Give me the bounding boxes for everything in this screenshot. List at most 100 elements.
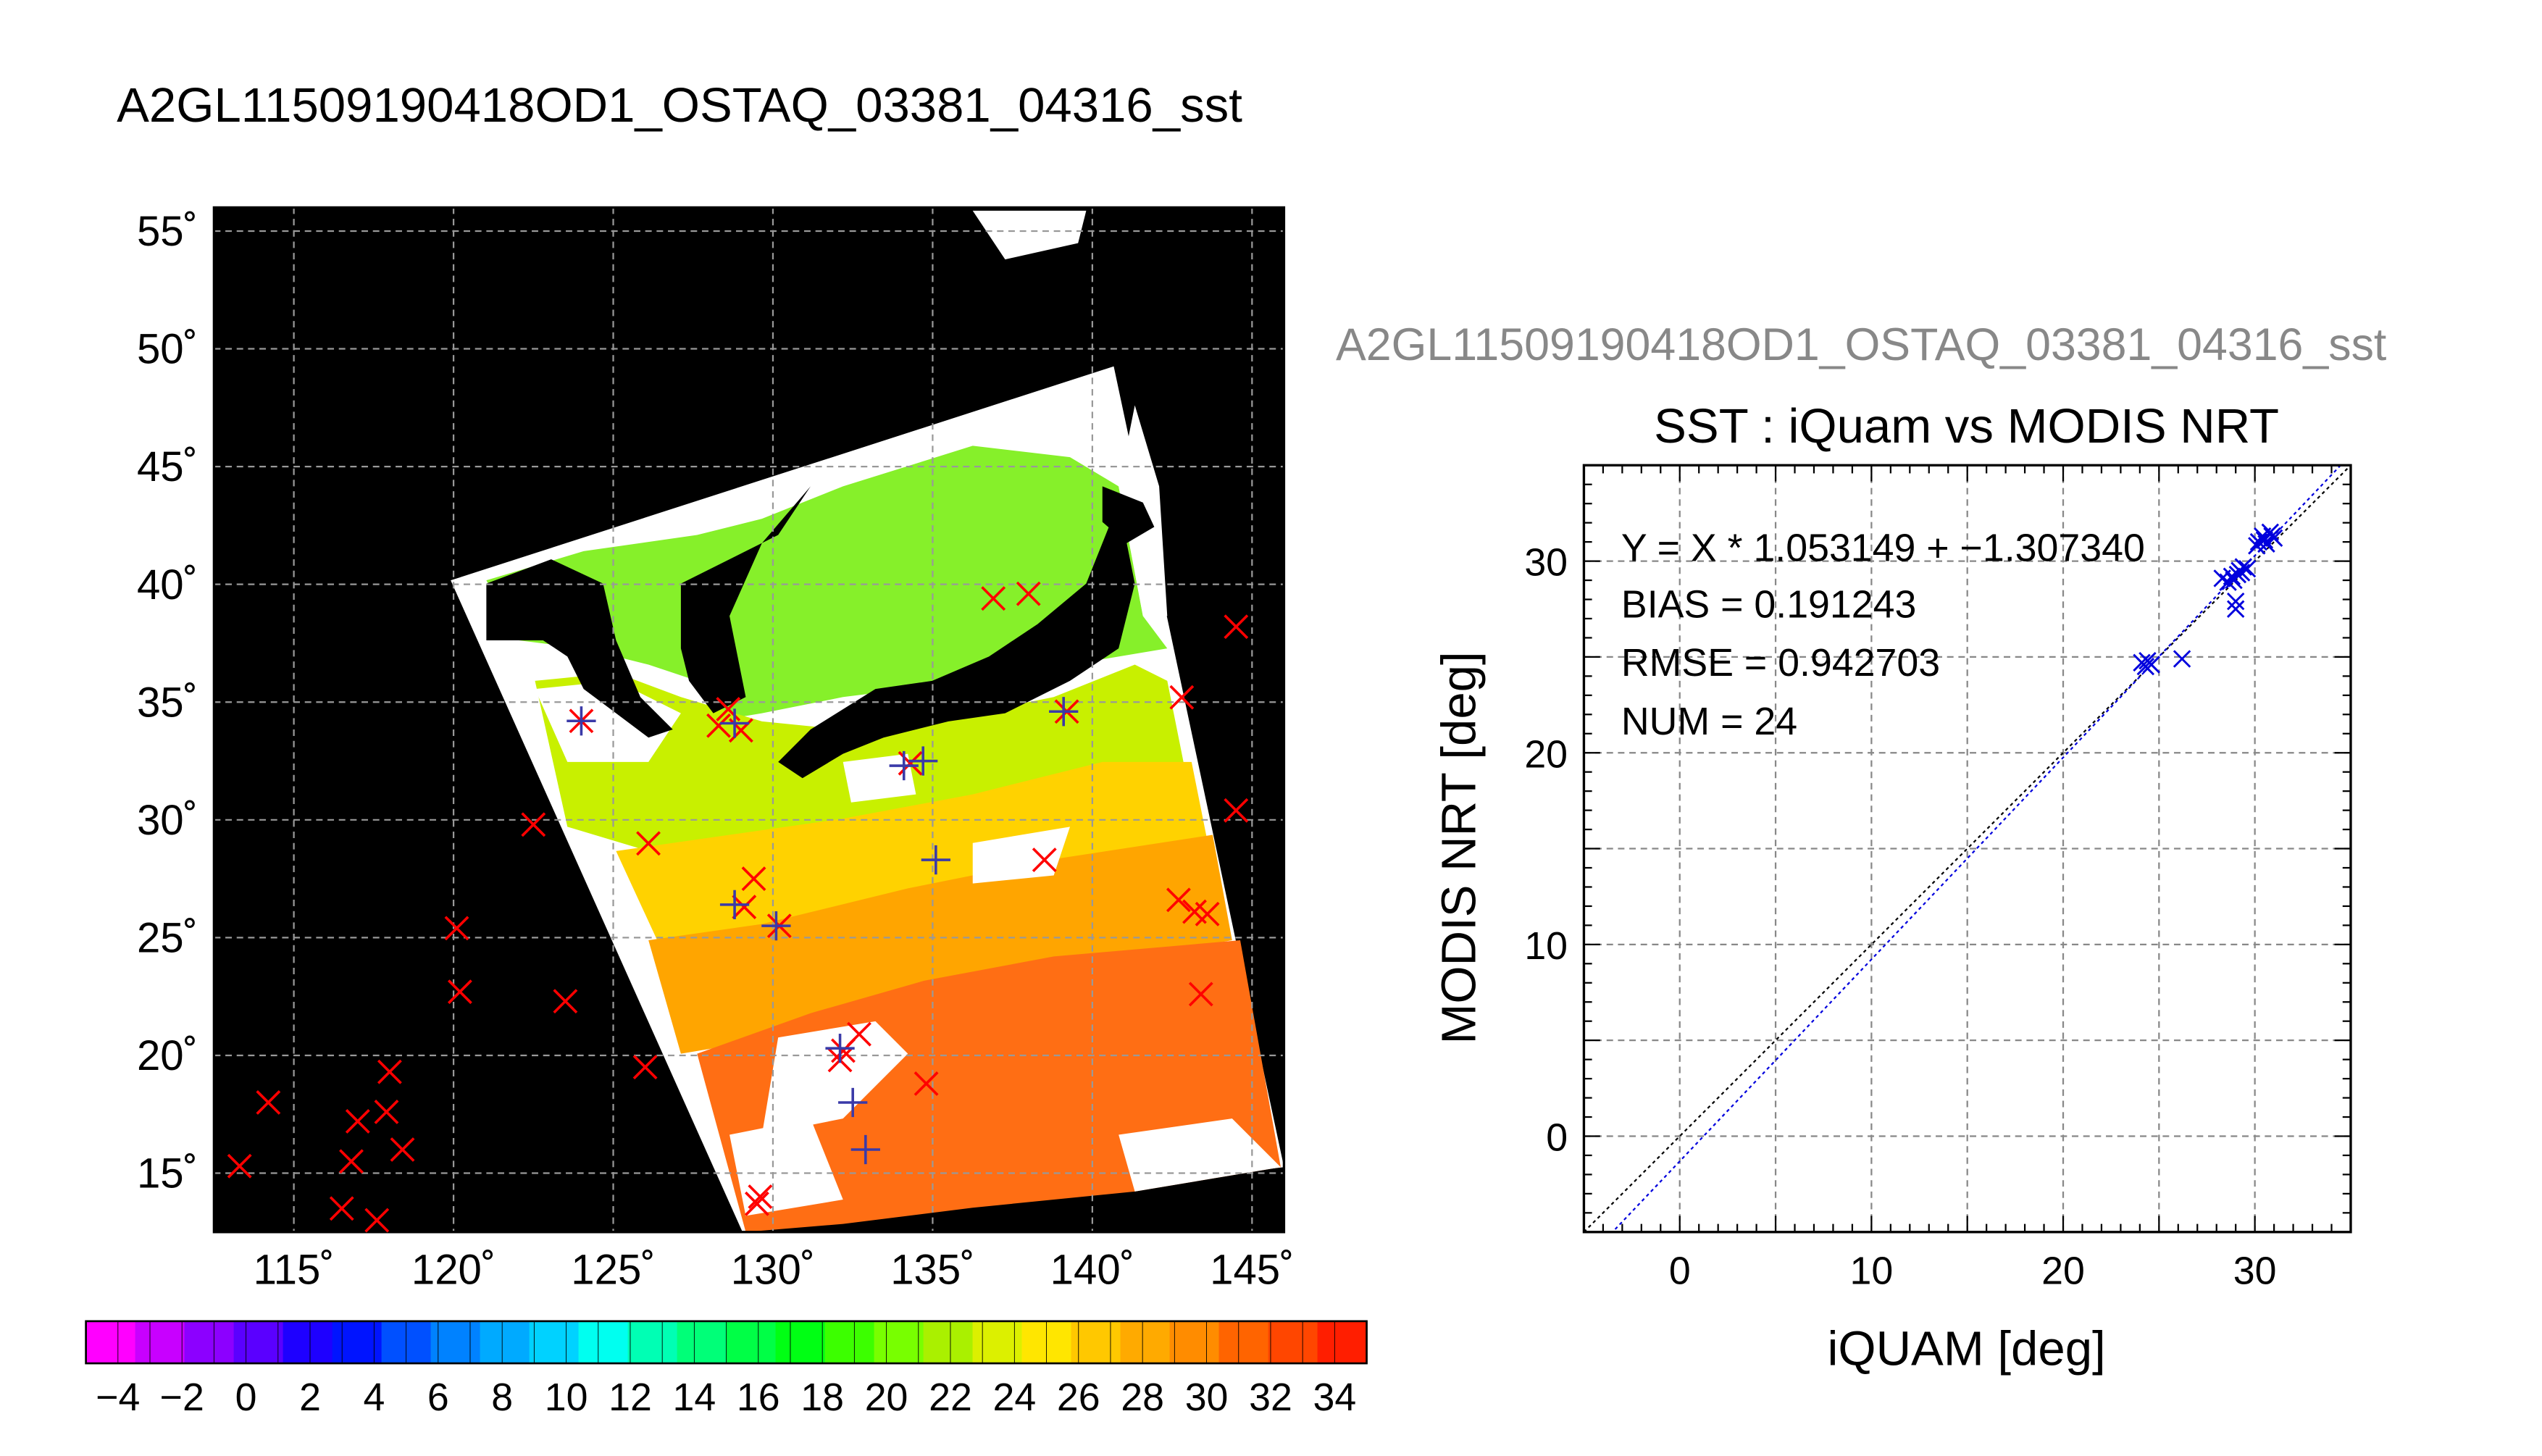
- scatter-point: [2263, 527, 2281, 545]
- y-axis-label: MODIS NRT [deg]: [1431, 651, 1486, 1044]
- sst-orange: [648, 834, 1232, 1054]
- scatter-point: [2226, 600, 2245, 618]
- observation-marker-red: [390, 1137, 415, 1162]
- map-frame: [212, 206, 1286, 1234]
- colorbar-label: 12: [609, 1376, 652, 1419]
- observation-marker-blue: [908, 746, 938, 776]
- stat-fit-equation: Y = X * 1.053149 + −1.307340: [1621, 526, 2145, 569]
- colorbar-label: 34: [1313, 1376, 1356, 1419]
- scatter-points: [2133, 523, 2283, 676]
- colorbar-swatch: [1120, 1321, 1171, 1364]
- lat-tick-label: 50˚: [137, 326, 198, 373]
- colorbar-swatch: [775, 1321, 826, 1364]
- scatter-point: [2248, 537, 2266, 555]
- cloud-patch: [729, 1118, 843, 1216]
- colorbar-swatch: [726, 1321, 777, 1364]
- colorbar-label: 2: [299, 1376, 321, 1419]
- cloud-patch: [972, 827, 1071, 884]
- colorbar-label: 6: [427, 1376, 449, 1419]
- lon-tick-label: 140˚: [1050, 1246, 1134, 1293]
- colorbar-swatch: [381, 1321, 432, 1364]
- sst-yellow: [616, 761, 1208, 957]
- colorbar-label: −4: [96, 1376, 140, 1419]
- colorbar-swatch: [184, 1321, 235, 1364]
- cloud-top: [972, 210, 1087, 260]
- scatter-stats: Y = X * 1.053149 + −1.307340 BIAS = 0.19…: [1621, 526, 2145, 742]
- scatter-ticks: 0 10 20 30 0 10 20 30: [1524, 464, 2352, 1292]
- colorbar-swatch: [1071, 1321, 1121, 1364]
- colorbar-label: 4: [363, 1376, 385, 1419]
- observation-marker-blue: [838, 1087, 868, 1118]
- map-grid: [214, 207, 1284, 1232]
- observation-marker-red: [553, 989, 578, 1014]
- observation-marker-red: [1166, 887, 1191, 913]
- fit-line: [1611, 465, 2342, 1232]
- observation-marker-red: [1016, 581, 1041, 606]
- scatter-title: SST : iQuam vs MODIS NRT: [1654, 399, 2279, 453]
- x-tick-label: 30: [2233, 1249, 2277, 1292]
- land-hokkaido: [1102, 486, 1155, 543]
- observation-marker-red: [1224, 798, 1249, 823]
- observation-marker-red: [1169, 685, 1195, 710]
- colorbar-label: 18: [800, 1376, 844, 1419]
- x-axis-label: iQUAM [deg]: [1827, 1321, 2105, 1376]
- land-korea-peninsula: [680, 486, 811, 714]
- colorbar-label: 16: [737, 1376, 780, 1419]
- colorbar-swatch: [529, 1321, 580, 1364]
- scatter-point: [2136, 657, 2155, 676]
- observation-marker-red: [521, 812, 546, 837]
- colorbar-label: 0: [235, 1376, 257, 1419]
- observation-marker-red: [1032, 848, 1057, 873]
- map-markers: [227, 581, 1249, 1233]
- scatter-point: [2173, 650, 2191, 668]
- scatter-point: [2226, 592, 2245, 611]
- lon-tick-label: 125˚: [571, 1246, 655, 1293]
- lat-tick-label: 55˚: [137, 208, 198, 255]
- lon-tick-label: 130˚: [731, 1246, 815, 1293]
- reference-line: [1584, 465, 2351, 1232]
- lon-tick-label: 120˚: [411, 1246, 496, 1293]
- x-tick-label: 20: [2041, 1249, 2085, 1292]
- lat-tick-label: 15˚: [137, 1150, 198, 1197]
- observation-marker-blue: [850, 1134, 880, 1165]
- observation-marker-red: [706, 713, 731, 738]
- lat-tick-label: 25˚: [137, 915, 198, 962]
- scatter-grid: [1584, 465, 2351, 1232]
- observation-marker-red: [345, 1109, 370, 1134]
- scatter-panel: A2GL11509190418OD1_OSTAQ_03381_04316_sst…: [1336, 319, 2386, 1376]
- stat-num: NUM = 24: [1621, 700, 1797, 743]
- colorbar-swatch: [332, 1321, 382, 1364]
- land-korea-china: [486, 559, 673, 738]
- observation-marker-blue: [1049, 697, 1079, 727]
- colorbar-swatch: [627, 1321, 678, 1364]
- observation-marker-red: [1224, 614, 1249, 640]
- colorbar-label: 26: [1057, 1376, 1100, 1419]
- lat-tick-label: 40˚: [137, 561, 198, 608]
- scatter-point: [2234, 558, 2252, 576]
- observation-marker-red: [377, 1059, 402, 1084]
- scatter-header: A2GL11509190418OD1_OSTAQ_03381_04316_sst: [1336, 319, 2386, 370]
- colorbar-swatch: [1317, 1321, 1368, 1364]
- colorbar-swatch: [972, 1321, 1023, 1364]
- x-tick-label: 0: [1669, 1249, 1691, 1292]
- observation-marker-red: [364, 1208, 390, 1233]
- observation-marker-blue: [566, 706, 596, 736]
- stat-rmse: RMSE = 0.942703: [1621, 641, 1940, 685]
- observation-marker-red: [256, 1090, 281, 1115]
- colorbar-swatch: [1021, 1321, 1072, 1364]
- colorbar-swatch: [480, 1321, 530, 1364]
- colorbar-label: 32: [1249, 1376, 1292, 1419]
- observation-marker-blue: [761, 911, 791, 941]
- observation-marker-blue: [921, 845, 950, 875]
- observation-marker-red: [329, 1196, 354, 1221]
- scatter-point: [2228, 565, 2247, 584]
- colorbar-label: 20: [865, 1376, 908, 1419]
- observation-marker-red: [636, 831, 661, 856]
- lon-tick-label: 145˚: [1210, 1246, 1294, 1293]
- colorbar-swatch: [135, 1321, 185, 1364]
- colorbar-label: 8: [491, 1376, 513, 1419]
- stat-bias: BIAS = 0.191243: [1621, 583, 1916, 627]
- observation-marker-red: [447, 979, 472, 1005]
